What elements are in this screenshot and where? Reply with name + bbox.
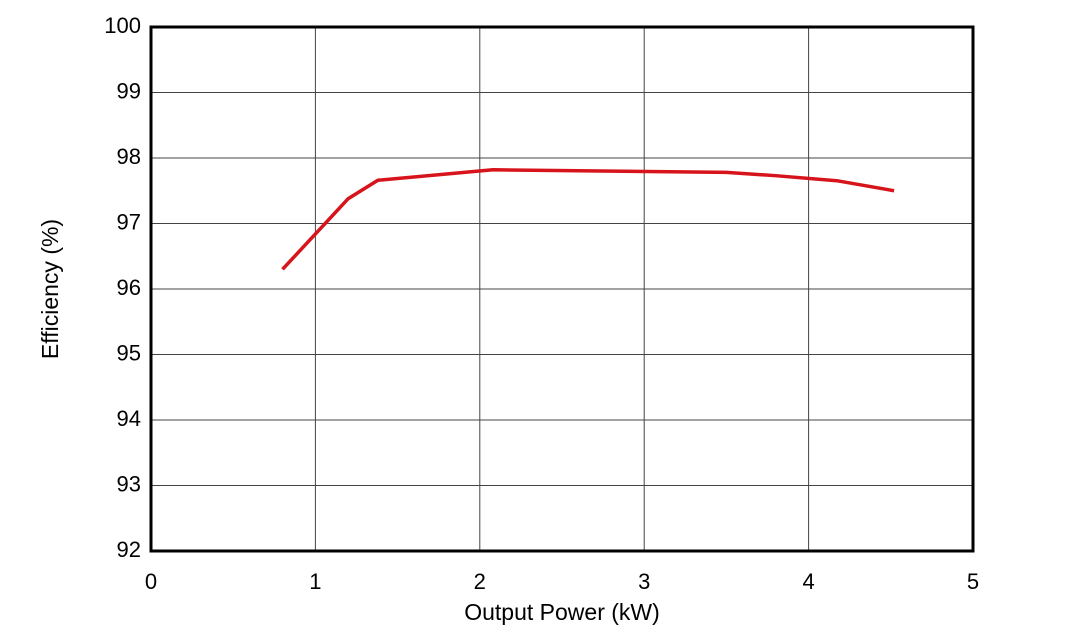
y-tick-label: 100 bbox=[104, 13, 141, 38]
x-tick-label: 0 bbox=[145, 569, 157, 594]
x-tick-label: 3 bbox=[638, 569, 650, 594]
y-tick-label: 98 bbox=[117, 144, 141, 169]
x-tick-label: 2 bbox=[474, 569, 486, 594]
data-line bbox=[281, 168, 895, 271]
x-axis-label: Output Power (kW) bbox=[464, 599, 660, 625]
x-tick-label: 1 bbox=[309, 569, 321, 594]
y-tick-label: 95 bbox=[117, 340, 141, 365]
y-tick-label: 93 bbox=[117, 471, 141, 496]
y-tick-label: 94 bbox=[117, 406, 141, 431]
y-tick-label: 96 bbox=[117, 275, 141, 300]
y-tick-label: 92 bbox=[117, 537, 141, 562]
y-tick-label: 99 bbox=[117, 78, 141, 103]
y-tick-label: 97 bbox=[117, 209, 141, 234]
y-axis-label: Efficiency (%) bbox=[37, 219, 63, 359]
plot-frame bbox=[149, 25, 975, 553]
x-tick-label: 5 bbox=[967, 569, 979, 594]
x-tick-label: 4 bbox=[802, 569, 814, 594]
